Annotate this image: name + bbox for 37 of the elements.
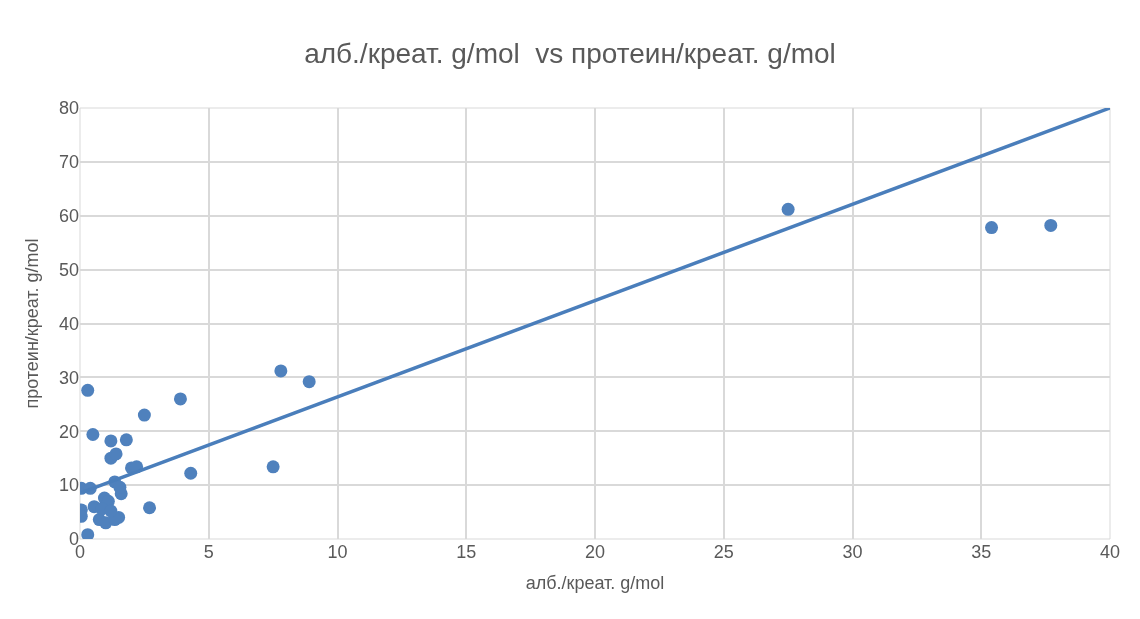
y-tick-label: 60 [58,206,79,227]
y-tick-label: 80 [58,98,79,119]
y-tick-label: 70 [58,152,79,173]
point [109,447,123,461]
x-tick-label: 5 [203,542,214,562]
chart-title: алб./креат. g/mol vs протеин/креат. g/mol [304,37,836,69]
point [137,408,151,422]
point [104,434,118,448]
point [104,504,118,518]
x-tick-label: 30 [842,542,863,562]
x-tick-label: 25 [713,542,734,562]
point [86,427,100,441]
point [781,202,795,216]
point [113,480,127,494]
y-tick-label: 50 [58,259,79,280]
point [274,364,288,378]
y-tick-label: 40 [58,313,79,334]
y-tick-label: 20 [58,421,79,442]
y-tick-label: 30 [58,367,79,388]
y-axis-title: протеин/креат. g/mol [22,238,43,409]
x-axis-title: алб./креат. g/mol [525,573,665,594]
point [119,433,133,447]
point [184,466,198,480]
point [173,392,187,406]
x-tick-label: 35 [971,542,992,562]
y-tick-label: 10 [58,475,79,496]
x-tick-label: 40 [1099,542,1121,562]
point [81,528,95,539]
point [143,501,157,515]
x-tick-label: 15 [456,542,477,562]
point [302,375,316,389]
x-tick-label: 20 [584,542,606,562]
point [81,383,95,397]
point [1044,218,1058,232]
x-tick-label: 10 [327,542,348,562]
point [985,221,999,235]
point [266,460,280,474]
